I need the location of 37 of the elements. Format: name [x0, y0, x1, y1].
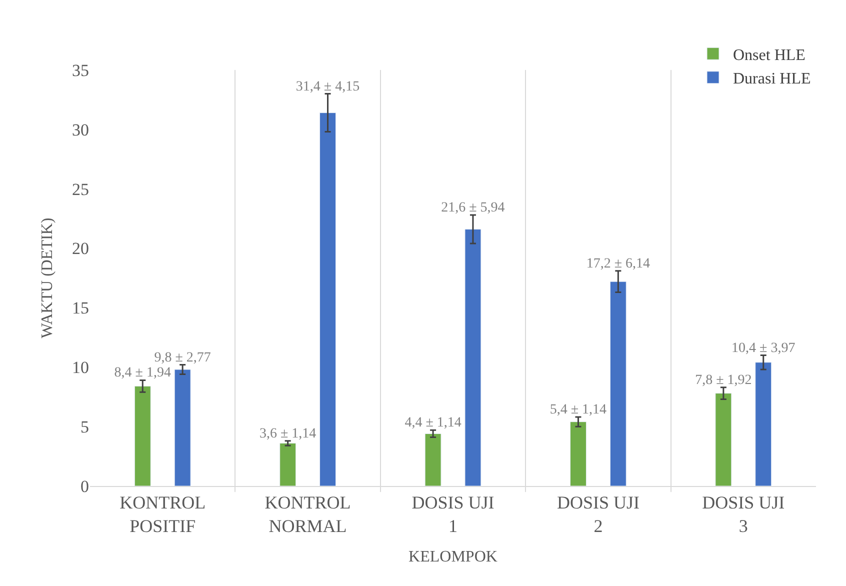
y-tick-label: 35	[72, 60, 89, 80]
x-tick-label: DOSIS UJI 2	[556, 492, 640, 536]
y-tick-label: 25	[72, 180, 89, 199]
x-tick-label: KONTROL NORMAL	[264, 492, 351, 536]
y-tick-label: 5	[80, 418, 89, 437]
data-label: 3,6 ± 1,14	[259, 426, 316, 442]
bar	[715, 393, 732, 486]
data-label: 4,4 ± 1,14	[404, 416, 462, 431]
x-tick-label: DOSIS UJI 3	[702, 492, 785, 536]
data-label: 8,4 ± 1,94	[114, 366, 171, 381]
y-tick-label: 30	[72, 120, 89, 140]
bar	[464, 229, 482, 486]
bar	[280, 442, 296, 486]
y-tick-label: 0	[80, 476, 89, 496]
x-tick-label: DOSIS UJI 1	[412, 492, 494, 536]
y-tick-label: 20	[72, 239, 89, 258]
bar	[610, 281, 626, 486]
data-label: 9,8 ± 2,77	[154, 350, 211, 366]
bar	[320, 112, 336, 486]
x-axis-title: KELOMPOK	[408, 548, 498, 566]
bar	[424, 433, 442, 486]
bar	[174, 369, 191, 486]
data-label: 31,4 ± 4,15	[296, 79, 360, 94]
data-label: 5,4 ± 1,14	[550, 402, 607, 418]
y-tick-label: 10	[72, 358, 89, 378]
data-label: 21,6 ± 5,94	[441, 200, 505, 216]
y-tick-label: 15	[72, 298, 89, 318]
data-label: 7,8 ± 1,92	[695, 372, 752, 388]
bar	[570, 422, 586, 486]
legend-label: Onset HLE	[733, 46, 806, 64]
bar	[755, 362, 772, 486]
legend-label: Durasi HLE	[733, 70, 811, 88]
data-label: 10,4 ± 3,97	[732, 340, 796, 356]
data-label: 17,2 ± 6,14	[586, 256, 650, 272]
x-tick-label: KONTROL POSITIF	[120, 492, 206, 536]
bar	[134, 386, 151, 486]
y-axis-title: WAKTU (DETIK)	[38, 218, 56, 338]
